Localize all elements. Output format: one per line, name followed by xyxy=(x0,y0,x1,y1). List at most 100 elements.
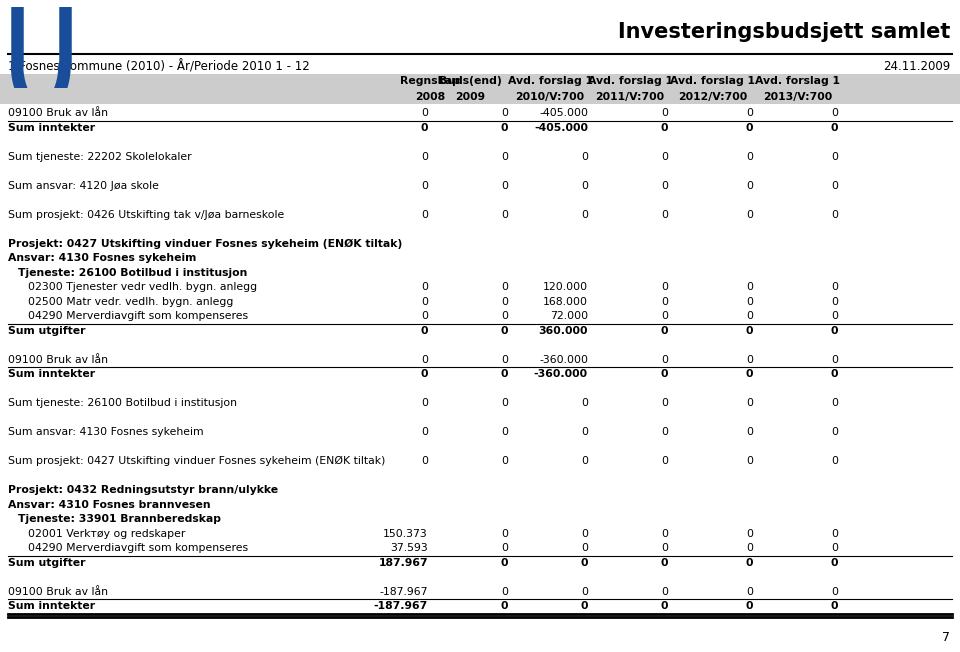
Text: 0: 0 xyxy=(831,543,838,554)
Text: 0: 0 xyxy=(660,601,668,612)
Text: 0: 0 xyxy=(831,297,838,306)
Text: 2013/V:700: 2013/V:700 xyxy=(763,92,832,102)
Text: 0: 0 xyxy=(581,529,588,539)
Text: 0: 0 xyxy=(746,369,753,379)
Text: 150.373: 150.373 xyxy=(383,529,428,539)
Text: 1 Fosnes kommune (2010) - År/Periode 2010 1 - 12: 1 Fosnes kommune (2010) - År/Periode 201… xyxy=(8,60,310,74)
Text: 0: 0 xyxy=(420,123,428,133)
Text: Tjeneste: 33901 Brannberedskap: Tjeneste: 33901 Brannberedskap xyxy=(18,514,221,524)
Text: Buds(end): Buds(end) xyxy=(439,76,501,86)
Text: Tjeneste: 26100 Botilbud i institusjon: Tjeneste: 26100 Botilbud i institusjon xyxy=(18,268,248,278)
Text: 0: 0 xyxy=(661,355,668,364)
Text: Sum prosjekt: 0426 Utskifting tak v/Jøa barneskole: Sum prosjekt: 0426 Utskifting tak v/Jøa … xyxy=(8,210,284,220)
Text: 2008: 2008 xyxy=(415,92,445,102)
Text: 0: 0 xyxy=(501,108,508,118)
Text: 2012/V:700: 2012/V:700 xyxy=(678,92,747,102)
Text: Ansvar: 4310 Fosnes brannvesen: Ansvar: 4310 Fosnes brannvesen xyxy=(8,499,210,510)
Text: 0: 0 xyxy=(581,601,588,612)
Text: 0: 0 xyxy=(581,210,588,220)
Text: 02001 Verkтøy og redskaper: 02001 Verkтøy og redskaper xyxy=(28,529,185,539)
Text: 0: 0 xyxy=(420,369,428,379)
Text: 0: 0 xyxy=(501,210,508,220)
Text: 0: 0 xyxy=(501,297,508,306)
Text: 0: 0 xyxy=(501,398,508,408)
Text: 0: 0 xyxy=(661,297,668,306)
Text: 0: 0 xyxy=(831,282,838,292)
Text: 0: 0 xyxy=(831,210,838,220)
Text: 0: 0 xyxy=(746,398,753,408)
Text: 2009: 2009 xyxy=(455,92,485,102)
Text: 187.967: 187.967 xyxy=(378,557,428,568)
Text: 0: 0 xyxy=(831,152,838,162)
Text: Sum inntekter: Sum inntekter xyxy=(8,369,95,379)
Text: Sum inntekter: Sum inntekter xyxy=(8,601,95,612)
Text: 0: 0 xyxy=(500,557,508,568)
Text: 0: 0 xyxy=(831,398,838,408)
Text: 0: 0 xyxy=(501,311,508,321)
Text: 0: 0 xyxy=(831,529,838,539)
Text: 09100 Bruk av lån: 09100 Bruk av lån xyxy=(8,108,108,118)
Text: 0: 0 xyxy=(831,427,838,437)
Text: 0: 0 xyxy=(661,282,668,292)
Text: 0: 0 xyxy=(581,587,588,597)
Text: -405.000: -405.000 xyxy=(534,123,588,133)
Text: 0: 0 xyxy=(661,529,668,539)
Text: Sum ansvar: 4120 Jøa skole: Sum ansvar: 4120 Jøa skole xyxy=(8,181,158,191)
Text: 0: 0 xyxy=(660,123,668,133)
Text: 0: 0 xyxy=(500,601,508,612)
Text: 0: 0 xyxy=(501,152,508,162)
Text: Avd. forslag 1: Avd. forslag 1 xyxy=(755,76,840,86)
Text: 09100 Bruk av lån: 09100 Bruk av lån xyxy=(8,355,108,364)
Text: Sum tjeneste: 22202 Skolelokaler: Sum tjeneste: 22202 Skolelokaler xyxy=(8,152,192,162)
Text: 0: 0 xyxy=(830,369,838,379)
Text: 168.000: 168.000 xyxy=(543,297,588,306)
Text: 0: 0 xyxy=(501,543,508,554)
Text: 0: 0 xyxy=(581,181,588,191)
Text: 0: 0 xyxy=(661,587,668,597)
Text: 2011/V:700: 2011/V:700 xyxy=(595,92,664,102)
Text: 04290 Merverdiavgift som kompenseres: 04290 Merverdiavgift som kompenseres xyxy=(28,543,248,554)
Text: 0: 0 xyxy=(746,181,753,191)
Text: Sum prosjekt: 0427 Utskifting vinduer Fosnes sykeheim (ENØK tiltak): Sum prosjekt: 0427 Utskifting vinduer Fo… xyxy=(8,456,385,466)
Text: 0: 0 xyxy=(830,123,838,133)
Text: 0: 0 xyxy=(746,456,753,466)
Text: 0: 0 xyxy=(501,355,508,364)
Text: Sum utgifter: Sum utgifter xyxy=(8,557,85,568)
Text: 0: 0 xyxy=(501,282,508,292)
Text: 0: 0 xyxy=(746,152,753,162)
Text: Sum ansvar: 4130 Fosnes sykeheim: Sum ansvar: 4130 Fosnes sykeheim xyxy=(8,427,204,437)
Text: 0: 0 xyxy=(746,529,753,539)
Text: 0: 0 xyxy=(501,456,508,466)
Text: 0: 0 xyxy=(746,123,753,133)
Text: 0: 0 xyxy=(746,557,753,568)
Text: 04290 Merverdiavgift som kompenseres: 04290 Merverdiavgift som kompenseres xyxy=(28,311,248,321)
Text: 0: 0 xyxy=(830,326,838,336)
Text: 0: 0 xyxy=(421,311,428,321)
Text: Prosjekt: 0427 Utskifting vinduer Fosnes sykeheim (ENØK tiltak): Prosjekt: 0427 Utskifting vinduer Fosnes… xyxy=(8,239,402,249)
Text: 0: 0 xyxy=(661,210,668,220)
Text: 0: 0 xyxy=(581,557,588,568)
Text: Regnskap: Regnskap xyxy=(400,76,460,86)
Text: Investeringsbudsjett samlet: Investeringsbudsjett samlet xyxy=(617,22,950,42)
Text: 7: 7 xyxy=(942,631,950,644)
Text: 0: 0 xyxy=(831,108,838,118)
Text: 0: 0 xyxy=(661,456,668,466)
Text: 0: 0 xyxy=(581,543,588,554)
Text: 37.593: 37.593 xyxy=(391,543,428,554)
Text: 0: 0 xyxy=(746,587,753,597)
Text: -360.000: -360.000 xyxy=(534,369,588,379)
Text: 0: 0 xyxy=(501,529,508,539)
Text: 0: 0 xyxy=(421,152,428,162)
Text: 09100 Bruk av lån: 09100 Bruk av lån xyxy=(8,587,108,597)
Text: -405.000: -405.000 xyxy=(539,108,588,118)
Text: 120.000: 120.000 xyxy=(542,282,588,292)
Text: 0: 0 xyxy=(746,543,753,554)
Text: 24.11.2009: 24.11.2009 xyxy=(883,60,950,73)
Text: 0: 0 xyxy=(831,311,838,321)
Text: 0: 0 xyxy=(500,326,508,336)
Text: Avd. forslag 1: Avd. forslag 1 xyxy=(670,76,755,86)
Text: Sum utgifter: Sum utgifter xyxy=(8,326,85,336)
Text: 0: 0 xyxy=(746,326,753,336)
Text: 0: 0 xyxy=(581,398,588,408)
Text: 0: 0 xyxy=(421,398,428,408)
